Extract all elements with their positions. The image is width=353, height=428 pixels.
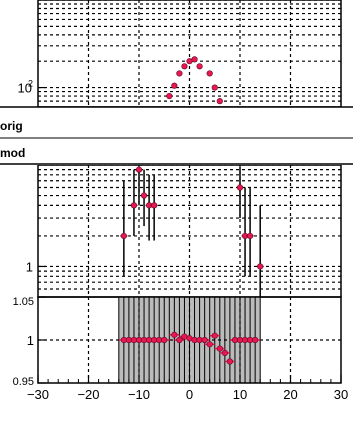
data-point: [216, 345, 223, 352]
data-point: [191, 56, 198, 63]
x-tick-label: 20: [283, 387, 297, 402]
x-tick-label: 10: [233, 387, 247, 402]
orig-label: orig: [0, 119, 23, 133]
data-point: [226, 358, 233, 365]
top-panel: 102: [18, 0, 342, 108]
data-point: [201, 336, 208, 344]
data-point: [176, 70, 183, 77]
y-tick-exponent: 2: [28, 79, 33, 89]
x-tick-label: −10: [128, 387, 150, 402]
data-point: [135, 166, 143, 173]
y-tick-label: 1: [27, 333, 34, 348]
data-point: [171, 331, 178, 338]
data-point: [181, 63, 188, 70]
x-tick-label: 0: [186, 387, 193, 402]
y-tick-label: 1: [26, 259, 33, 274]
x-tick-label: 30: [334, 387, 348, 402]
data-point: [120, 232, 127, 240]
data-point: [140, 192, 148, 199]
data-point: [216, 98, 223, 105]
data-point: [171, 82, 178, 89]
data-point: [211, 84, 218, 91]
data-point: [211, 332, 218, 339]
data-point: [206, 70, 213, 77]
label-strip: orig mod: [0, 106, 353, 165]
x-tick-label: −30: [27, 387, 49, 402]
data-point: [221, 349, 228, 357]
data-point: [196, 63, 203, 70]
middle-panel: 1: [26, 164, 342, 298]
y-tick-label: 10: [18, 81, 32, 96]
data-point: [130, 202, 138, 209]
data-point: [252, 336, 259, 344]
data-point: [176, 336, 183, 344]
y-tick-label: 1.05: [13, 296, 34, 308]
data-point: [247, 232, 254, 240]
mod-label: mod: [0, 146, 25, 160]
y-tick-label: 0.95: [13, 376, 34, 388]
ratio-panel: 0.95 1 1.05 −30 −20 −10 0 10 20 30: [13, 296, 349, 402]
data-point: [161, 336, 168, 344]
x-tick-label: −20: [77, 387, 99, 402]
data-point: [151, 202, 158, 209]
data-point: [166, 92, 173, 100]
data-point: [257, 263, 264, 270]
data-point: [236, 184, 244, 191]
data-point: [206, 341, 213, 348]
